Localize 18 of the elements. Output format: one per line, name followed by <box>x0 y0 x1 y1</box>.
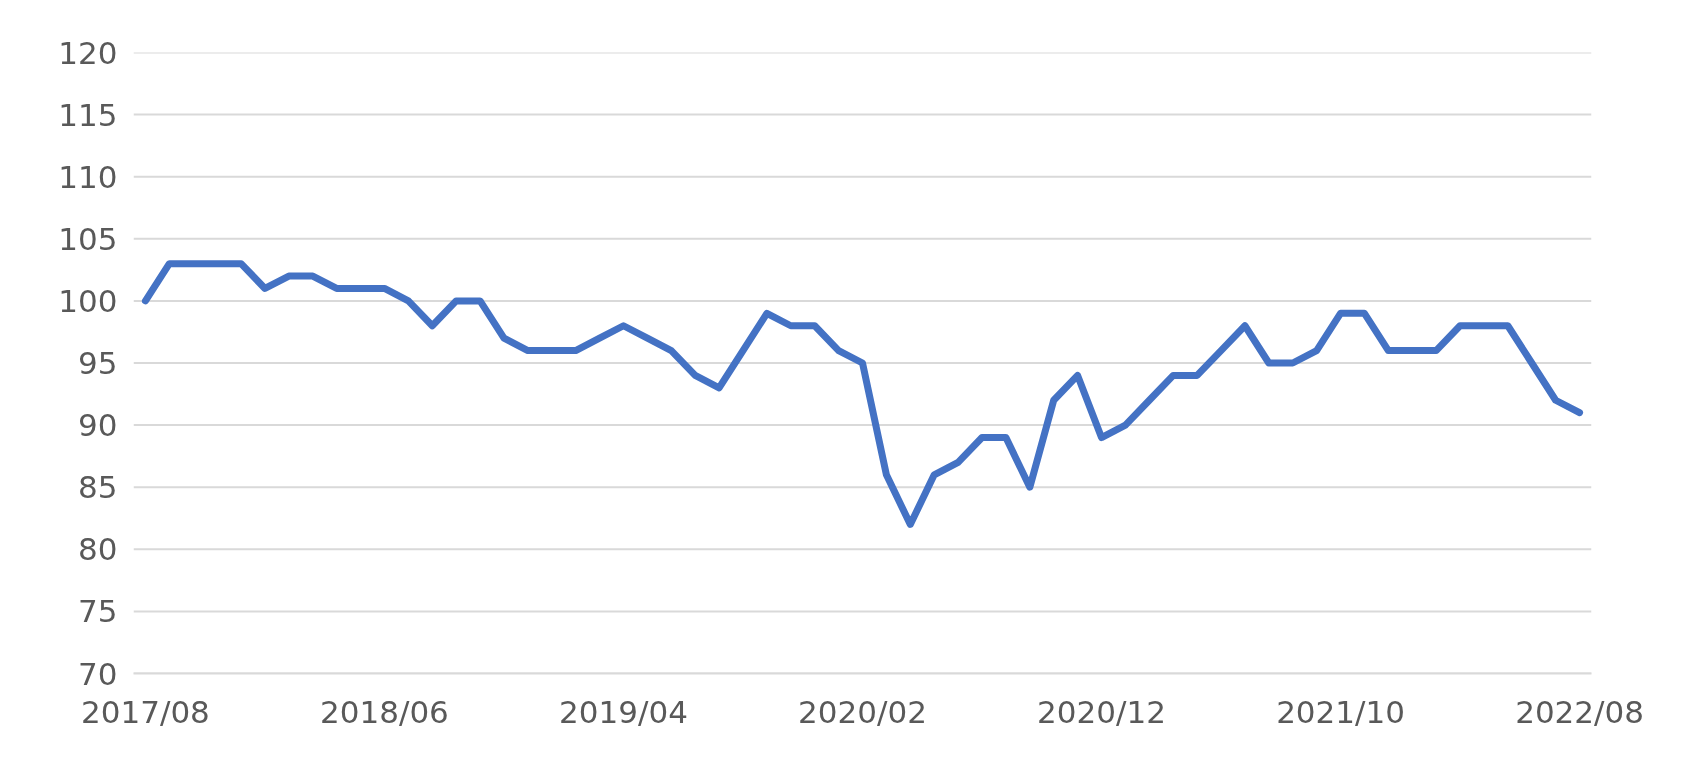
x-tick-label: 2020/12 <box>1037 693 1166 730</box>
y-tick-label: 90 <box>78 407 118 444</box>
y-tick-label: 120 <box>58 34 118 71</box>
x-tick-label: 2019/04 <box>559 693 688 730</box>
y-tick-label: 85 <box>78 469 118 506</box>
y-tick-label: 115 <box>58 96 118 133</box>
x-tick-label: 2021/10 <box>1276 693 1405 730</box>
y-tick-label: 100 <box>58 282 118 319</box>
y-tick-label: 105 <box>58 220 118 257</box>
y-tick-label: 75 <box>78 593 118 630</box>
x-tick-label: 2017/08 <box>81 693 210 730</box>
y-tick-label: 80 <box>78 531 118 568</box>
y-tick-label: 110 <box>58 158 118 195</box>
y-tick-label: 95 <box>78 345 118 381</box>
x-tick-label: 2018/06 <box>320 693 449 730</box>
y-tick-label: 70 <box>78 655 118 692</box>
x-tick-label: 2022/08 <box>1515 693 1644 730</box>
x-tick-label: 2020/02 <box>798 693 927 730</box>
